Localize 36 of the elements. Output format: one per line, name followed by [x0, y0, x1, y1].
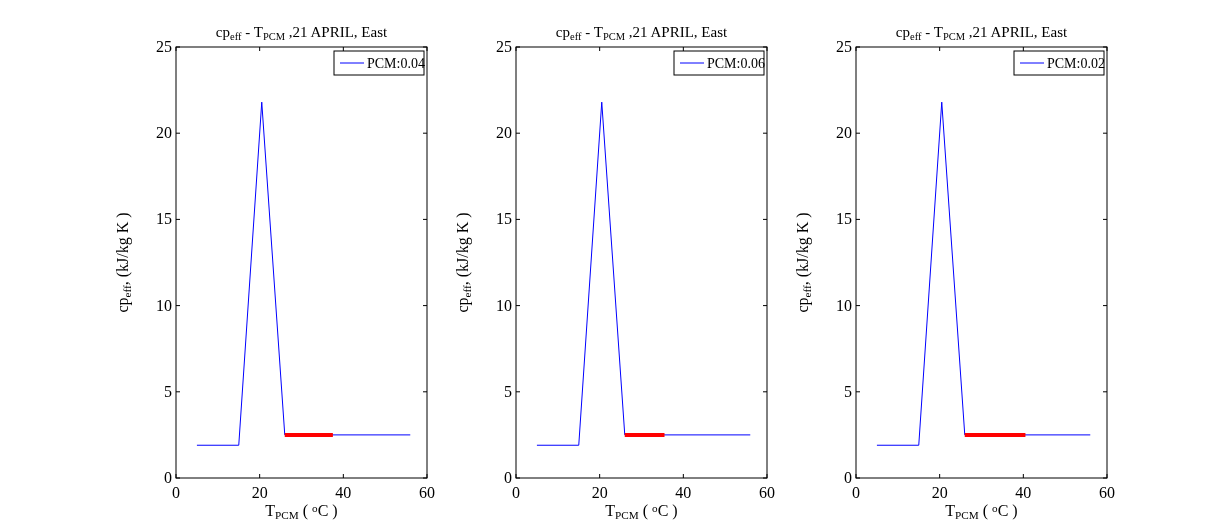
x-tick-label: 40: [1015, 484, 1032, 501]
x-tick-label: 60: [759, 484, 775, 501]
y-tick-label: 25: [496, 38, 512, 55]
y-tick-label: 10: [156, 296, 172, 314]
x-tick-label: 20: [591, 484, 608, 501]
y-tick-label: 20: [496, 124, 512, 142]
y-tick-label: 10: [496, 296, 512, 314]
x-tick-label: 60: [1099, 484, 1115, 501]
y-tick-label: 5: [164, 382, 172, 400]
y-tick-label: 15: [156, 210, 172, 228]
y-tick-label: 0: [164, 469, 172, 486]
y-tick-label: 15: [836, 210, 852, 228]
x-tick-label: 20: [251, 484, 268, 501]
y-tick-label: 0: [504, 469, 512, 486]
legend-label: PCM:0.04: [367, 56, 425, 71]
legend-label: PCM:0.02: [1047, 56, 1105, 71]
chart-title: cp$_{eff}$ - T$_{PCM}$ ,21 APRIL, East: [215, 24, 388, 43]
legend-label: PCM:0.06: [707, 56, 765, 71]
x-tick-label: 40: [675, 484, 692, 501]
y-tick-label: 15: [496, 210, 512, 228]
y-tick-label: 25: [836, 38, 852, 55]
y-tick-label: 5: [504, 382, 512, 400]
y-tick-label: 10: [836, 296, 852, 314]
y-tick-label: 20: [836, 124, 852, 142]
chart-title: cp$_{eff}$ - T$_{PCM}$ ,21 APRIL, East: [895, 24, 1068, 43]
x-tick-label: 40: [335, 484, 352, 501]
y-tick-label: 25: [156, 38, 172, 55]
x-axis-title: T$_{PCM}$ ( $^{o}$C ): [605, 501, 678, 522]
x-tick-label: 20: [931, 484, 948, 501]
y-tick-label: 5: [844, 382, 852, 400]
y-tick-label: 20: [156, 124, 172, 142]
x-axis-title: T$_{PCM}$ ( $^{o}$C ): [945, 501, 1018, 522]
chart-title: cp$_{eff}$ - T$_{PCM}$ ,21 APRIL, East: [555, 24, 728, 43]
x-axis-title: T$_{PCM}$ ( $^{o}$C ): [265, 501, 338, 522]
x-tick-label: 60: [419, 484, 435, 501]
y-tick-label: 0: [844, 469, 852, 486]
